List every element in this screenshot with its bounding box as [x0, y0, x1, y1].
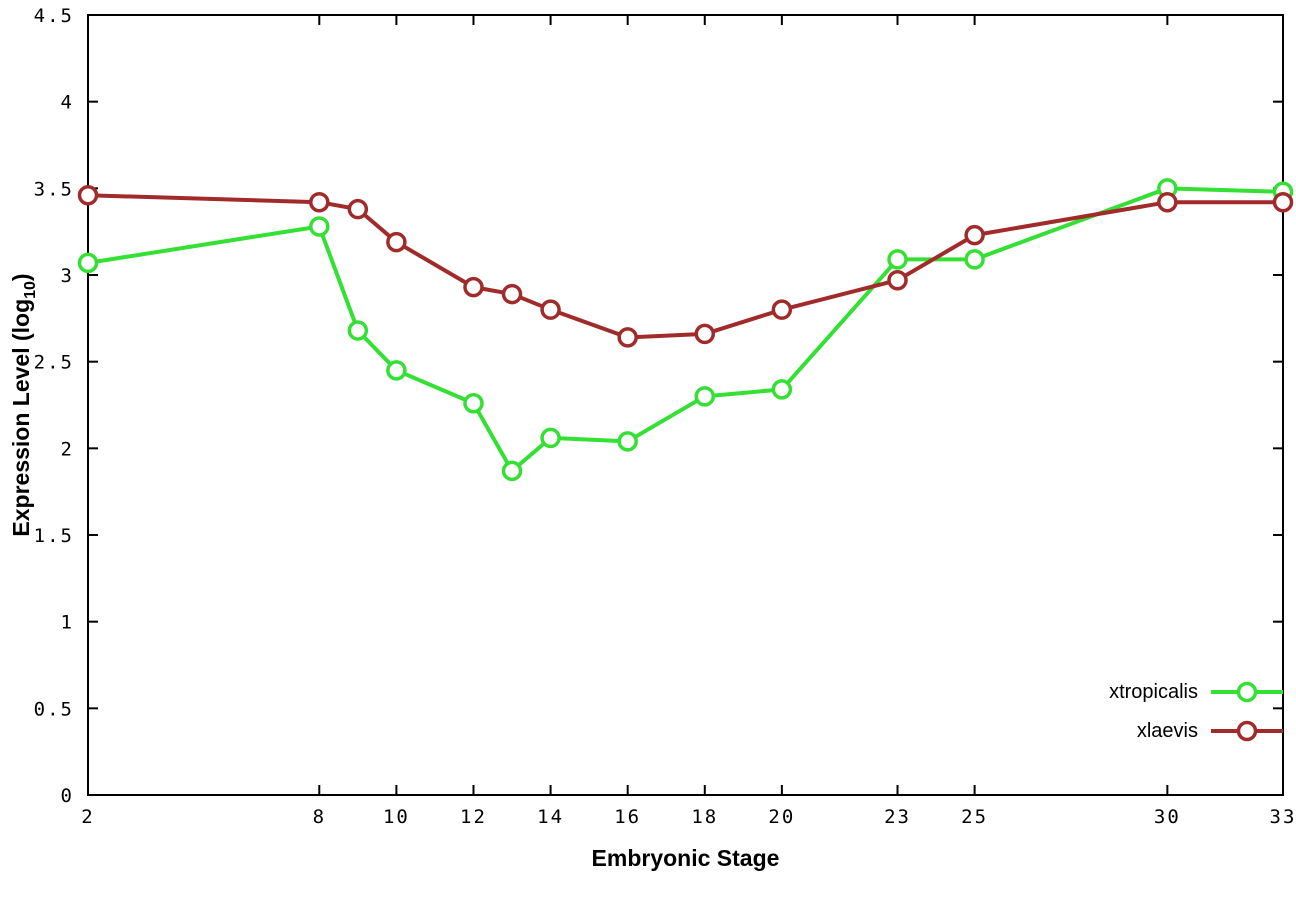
y-axis-title-subscript: 10	[21, 281, 39, 299]
svg-text:2.5: 2.5	[34, 352, 74, 374]
y-axis-title-text: Expression Level (log	[8, 298, 35, 537]
svg-text:4: 4	[61, 92, 74, 114]
svg-text:0.5: 0.5	[34, 698, 74, 720]
y-axis-title: Expression Level (log10)	[8, 273, 40, 536]
legend-entry-xtropicalis: xtropicalis	[1109, 679, 1286, 705]
svg-text:1.5: 1.5	[34, 525, 74, 547]
svg-text:0: 0	[61, 785, 74, 807]
svg-text:25: 25	[961, 806, 988, 828]
svg-text:3: 3	[61, 265, 74, 287]
svg-text:3.5: 3.5	[34, 178, 74, 200]
svg-text:33: 33	[1270, 806, 1296, 828]
legend-label-xlaevis: xlaevis	[1136, 719, 1198, 742]
svg-text:2: 2	[81, 806, 94, 828]
legend-line-sample-icon	[1211, 720, 1283, 742]
legend-entry-xlaevis: xlaevis	[1137, 718, 1286, 744]
svg-text:30: 30	[1154, 806, 1181, 828]
svg-text:1: 1	[61, 612, 74, 634]
svg-text:2: 2	[61, 438, 74, 460]
svg-text:12: 12	[460, 806, 487, 828]
svg-text:14: 14	[537, 806, 564, 828]
svg-text:16: 16	[614, 806, 641, 828]
svg-text:4.5: 4.5	[34, 5, 74, 27]
svg-text:18: 18	[691, 806, 718, 828]
svg-text:10: 10	[383, 806, 410, 828]
svg-text:23: 23	[884, 806, 911, 828]
legend-label-xtropicalis: xtropicalis	[1109, 680, 1198, 703]
svg-text:20: 20	[768, 806, 795, 828]
legend-line-sample-icon	[1211, 681, 1283, 703]
legend: xtropicalis xlaevis	[1109, 679, 1286, 744]
y-axis-title-suffix: )	[8, 273, 35, 282]
svg-text:8: 8	[313, 806, 326, 828]
x-axis-title: Embryonic Stage	[591, 845, 780, 871]
